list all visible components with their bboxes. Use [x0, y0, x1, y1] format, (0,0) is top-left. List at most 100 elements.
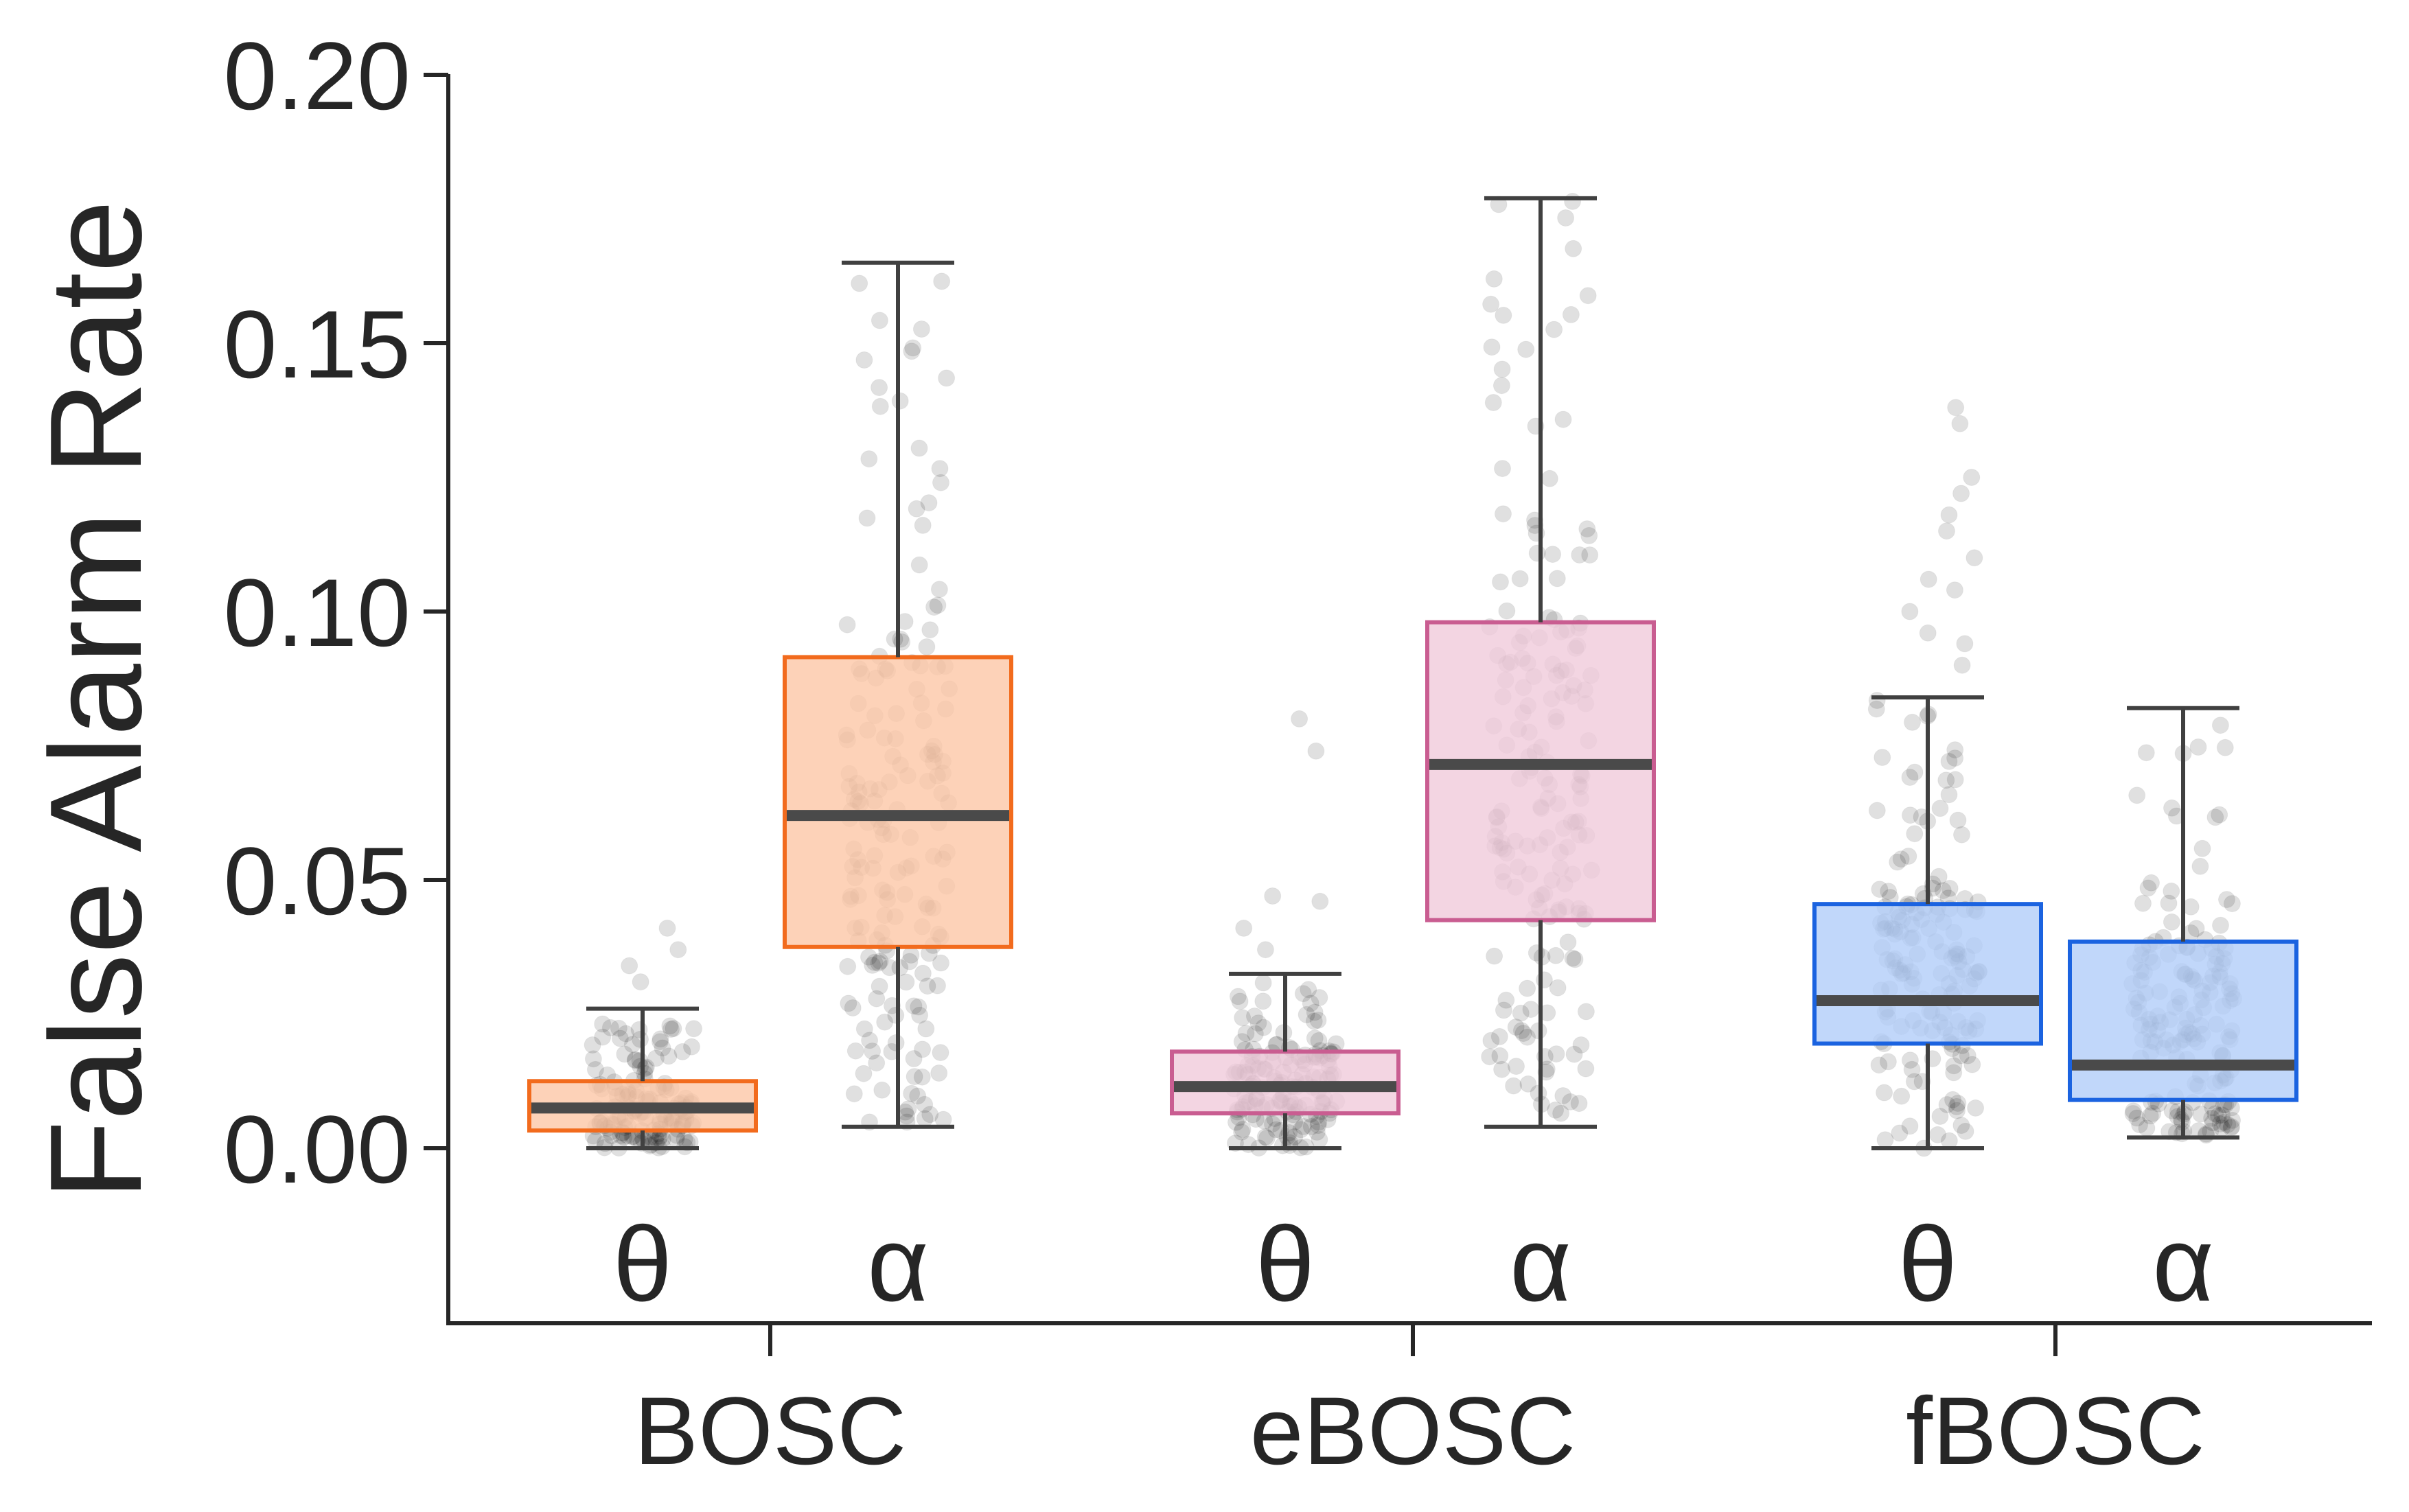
data-point: [851, 275, 868, 292]
data-point: [2125, 1102, 2143, 1120]
data-point: [2139, 879, 2157, 897]
data-point: [1931, 800, 1949, 817]
data-point: [652, 1033, 669, 1051]
data-point: [1519, 1075, 1537, 1093]
band-label: θ: [1256, 1205, 1315, 1323]
boxplot-eBOSC-theta: [1170, 971, 1401, 1150]
data-point: [1547, 1045, 1565, 1063]
data-point: [905, 1050, 923, 1067]
data-point: [919, 977, 936, 995]
data-point: [1491, 1047, 1509, 1065]
outlier-point: [1952, 485, 1970, 502]
data-point: [584, 1036, 601, 1054]
data-point: [876, 1013, 894, 1031]
data-point: [1294, 985, 1312, 1003]
data-point: [665, 1020, 682, 1037]
data-point: [1879, 1053, 1897, 1071]
data-point: [1292, 1121, 1310, 1139]
band-label: θ: [613, 1205, 672, 1323]
data-point: [1559, 933, 1577, 951]
data-point: [1946, 741, 1964, 759]
data-point: [1306, 1003, 1324, 1021]
data-point: [1871, 881, 1889, 898]
data-point: [864, 956, 881, 974]
y-tick-label: 0.15: [224, 290, 411, 398]
data-point: [685, 1020, 703, 1038]
data-point: [2224, 1111, 2241, 1129]
band-label: α: [1510, 1205, 1571, 1323]
data-point: [661, 1017, 679, 1035]
data-point: [1256, 1128, 1274, 1145]
data-point: [2216, 738, 2234, 756]
data-point: [1959, 1047, 1976, 1065]
data-point: [1900, 848, 1917, 865]
data-point: [2137, 744, 2155, 762]
box-iqr: [783, 655, 1013, 949]
data-point: [2131, 1116, 2149, 1134]
data-point: [1940, 752, 1958, 770]
data-point: [654, 1039, 671, 1057]
data-point: [932, 474, 949, 491]
data-point: [933, 272, 951, 290]
data-point: [1554, 1087, 1572, 1104]
x-tick-label: eBOSC: [1250, 1377, 1576, 1485]
data-point: [1493, 360, 1511, 378]
data-point: [660, 1047, 678, 1065]
data-point: [1876, 1131, 1894, 1149]
data-point: [1934, 882, 1952, 900]
data-point: [1868, 692, 1886, 709]
boxplots-layer: [527, 196, 2298, 1150]
data-point: [920, 494, 938, 512]
data-point: [2124, 1105, 2142, 1122]
data-point: [1952, 1047, 1970, 1065]
data-point: [1564, 192, 1582, 210]
data-point: [1483, 338, 1501, 356]
data-point: [1577, 1003, 1595, 1021]
data-point: [586, 1060, 604, 1078]
data-point: [1541, 469, 1558, 487]
data-point: [1940, 786, 1958, 804]
data-point: [855, 1020, 873, 1038]
data-point: [1498, 602, 1516, 620]
outlier-point: [1946, 581, 1963, 599]
data-point: [931, 460, 949, 478]
data-point: [1937, 771, 1955, 789]
data-point: [1948, 1102, 1966, 1119]
data-point: [2143, 874, 2160, 892]
data-point: [1566, 951, 1584, 968]
outlier-point: [1235, 919, 1253, 937]
data-point: [873, 1081, 891, 1099]
data-point: [844, 999, 862, 1016]
boxplot-eBOSC-alpha: [1425, 196, 1656, 1129]
data-point: [864, 1043, 881, 1060]
data-point: [2204, 1114, 2222, 1132]
data-point: [901, 953, 919, 970]
data-point: [914, 1040, 932, 1058]
box-iqr: [1812, 902, 2043, 1046]
data-point: [1905, 1073, 1923, 1091]
data-point: [2212, 916, 2229, 934]
data-point: [929, 977, 946, 995]
data-point: [2211, 1115, 2229, 1132]
data-point: [1930, 868, 1948, 885]
data-point: [929, 596, 947, 614]
data-point: [871, 953, 889, 970]
data-point: [1308, 1124, 1326, 1141]
data-point: [868, 990, 886, 1008]
data-point: [1310, 1032, 1328, 1049]
data-point: [617, 1025, 635, 1043]
data-point: [1870, 1056, 1888, 1074]
outlier-point: [1947, 399, 1965, 417]
data-point: [1957, 1122, 1974, 1140]
data-point: [1893, 1087, 1911, 1105]
data-point: [891, 392, 909, 410]
data-point: [601, 1019, 619, 1036]
data-point: [870, 954, 888, 972]
data-point: [1493, 1060, 1511, 1078]
data-point: [918, 638, 936, 655]
data-point: [652, 1030, 669, 1048]
data-point: [1544, 546, 1562, 563]
data-point: [1901, 1051, 1919, 1069]
data-point: [594, 1028, 612, 1046]
band-label: α: [2152, 1205, 2214, 1323]
